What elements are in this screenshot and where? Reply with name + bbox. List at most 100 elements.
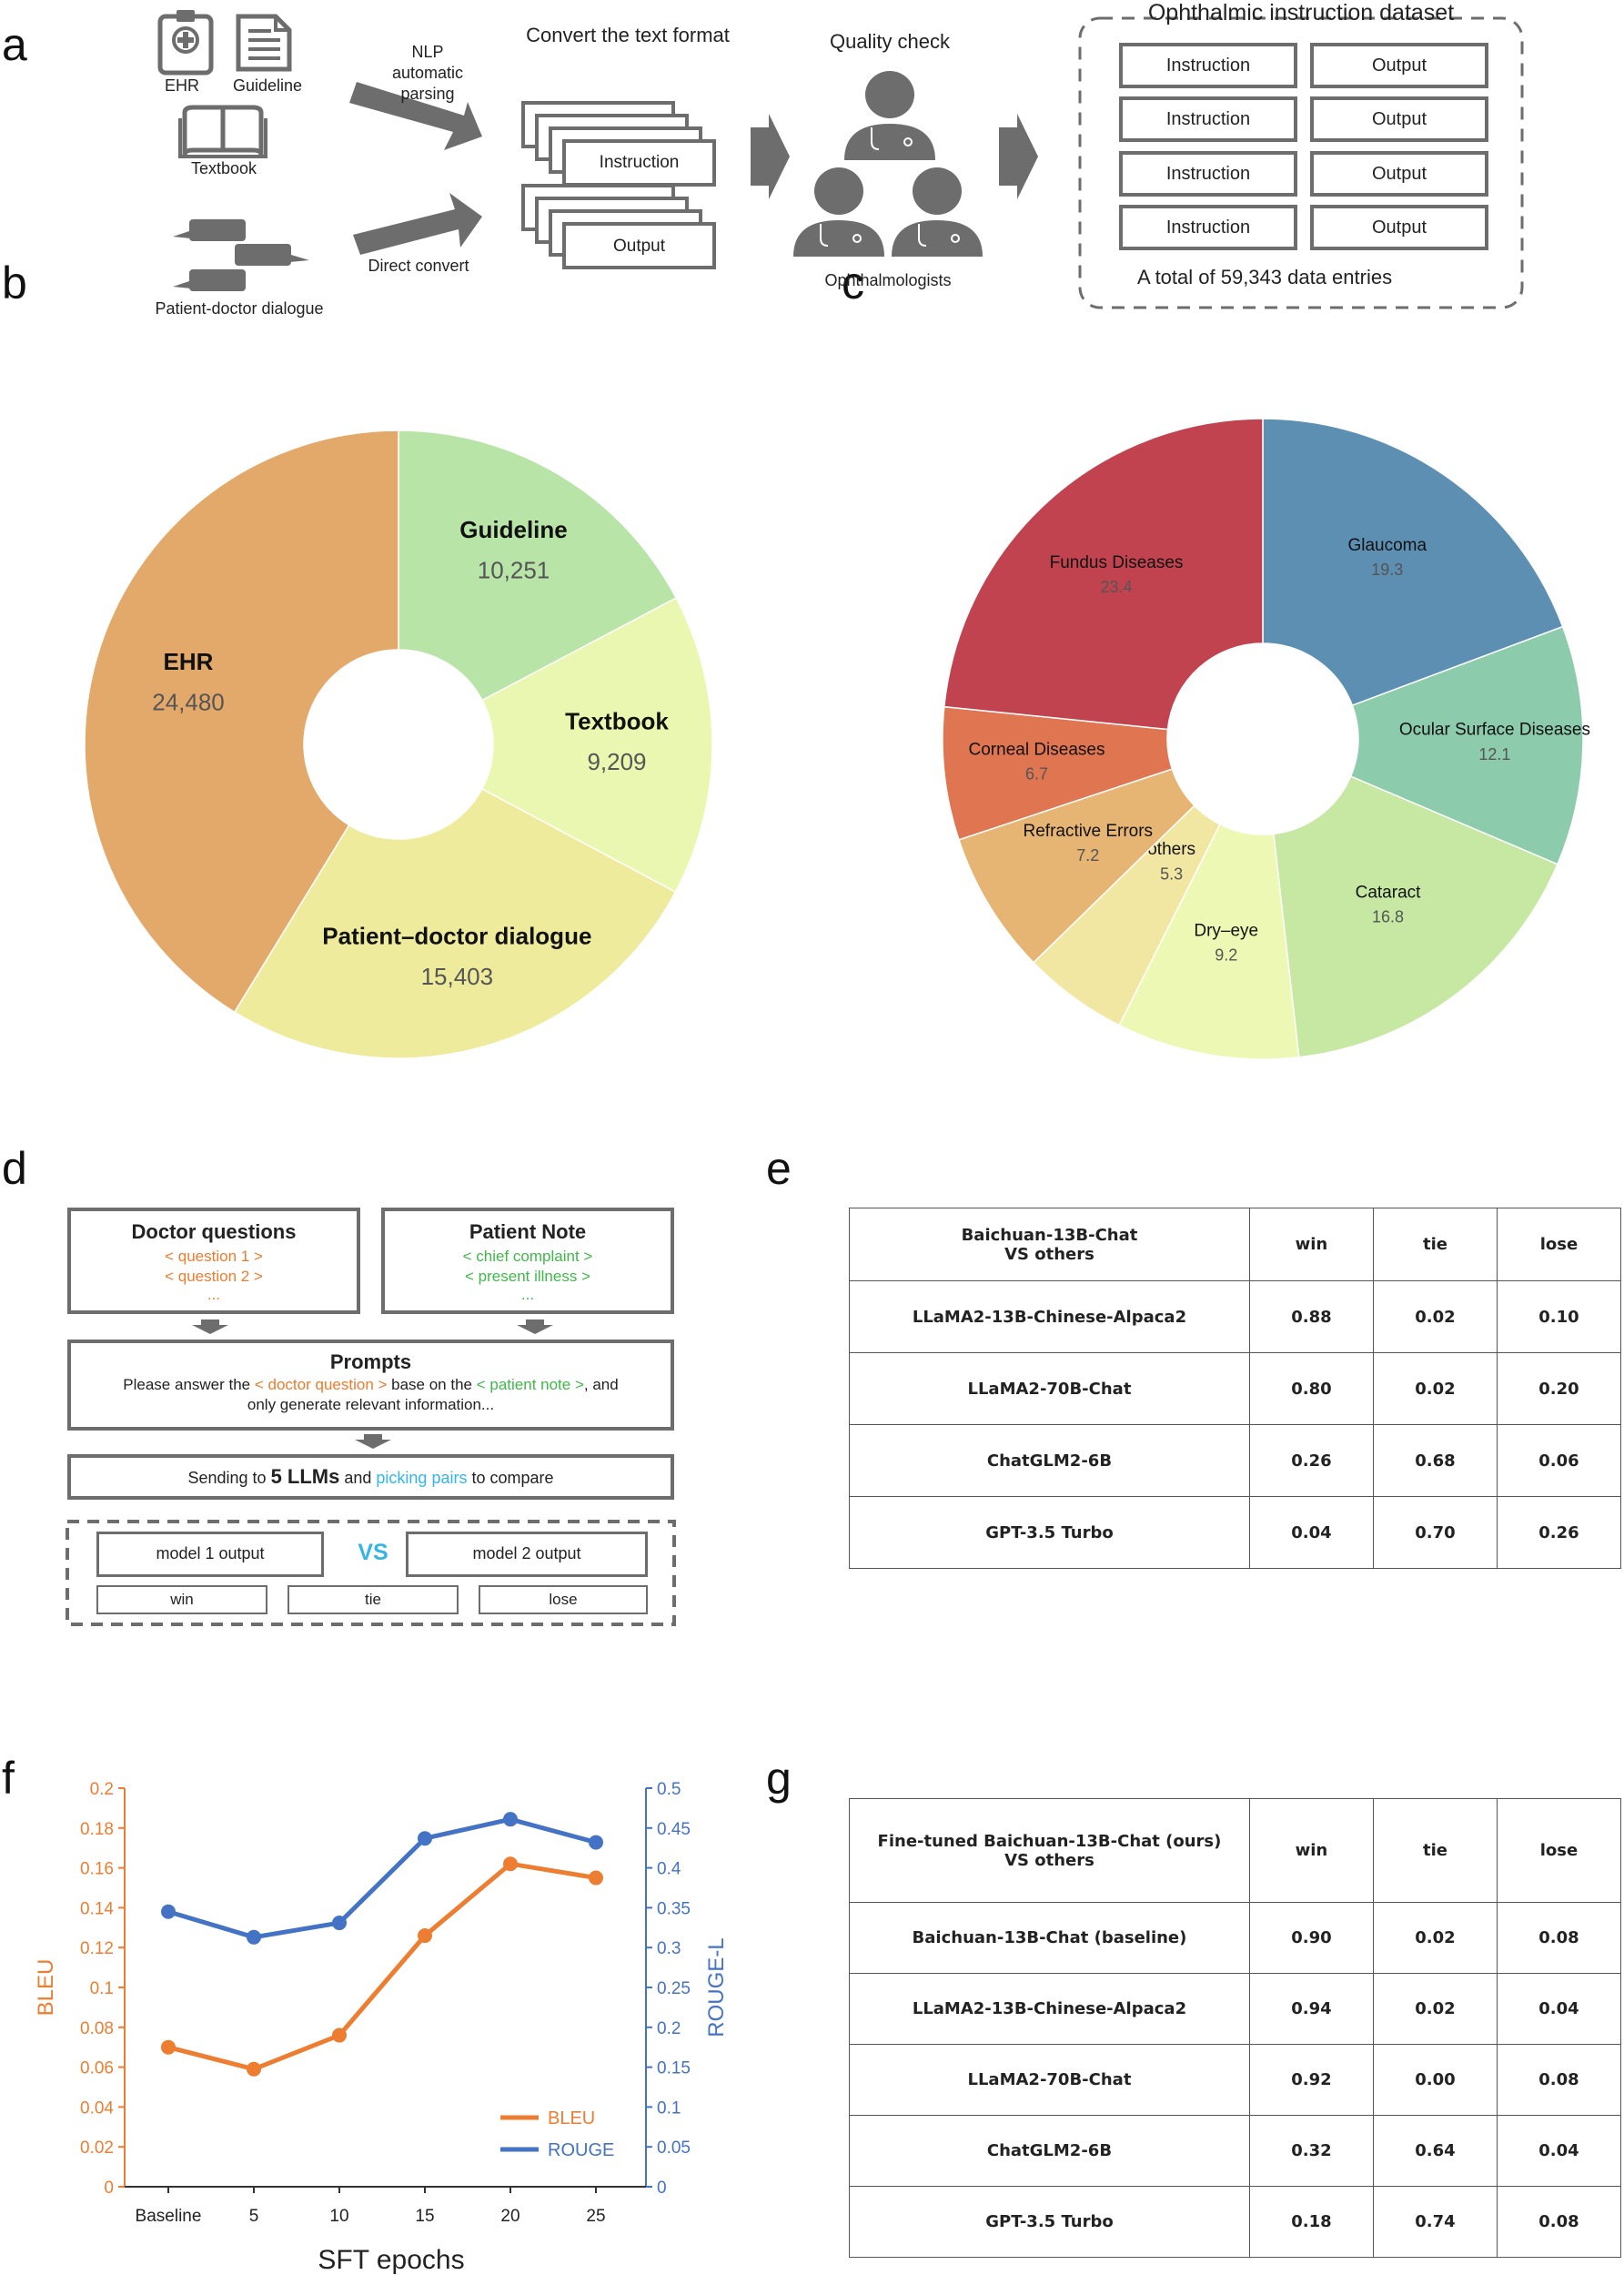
value-textbook: 9,209 bbox=[587, 748, 646, 775]
doctor-questions-title: Doctor questions bbox=[131, 1220, 297, 1243]
table-e-win: 0.04 bbox=[1248, 1496, 1374, 1569]
tie-box: tie bbox=[287, 1585, 459, 1614]
left-tick-label: 0.08 bbox=[80, 2019, 114, 2038]
table-g-win: 0.18 bbox=[1248, 2186, 1374, 2258]
lose-box: lose bbox=[479, 1585, 648, 1614]
patient-present-illness: < present illness > bbox=[465, 1268, 590, 1285]
dataset-output-1: Output bbox=[1310, 43, 1488, 88]
panel-label-g: g bbox=[766, 1753, 792, 1804]
point-bleu bbox=[503, 1856, 518, 1872]
point-bleu bbox=[161, 2039, 176, 2055]
left-tick-label: 0 bbox=[104, 2179, 114, 2198]
table-g-row: LLaMA2-70B-Chat 0.92 0.00 0.08 bbox=[849, 2044, 1622, 2116]
prompt-doctor-question: < doctor question > bbox=[254, 1376, 388, 1393]
legend-label-rouge: ROUGE bbox=[548, 2140, 614, 2160]
panel-a: EHR Guideline Textbook Patient-doctor di… bbox=[0, 0, 1624, 328]
right-axis-title: ROUGE-L bbox=[704, 1937, 728, 2037]
point-rouge bbox=[589, 1835, 603, 1850]
left-tick-label: 0.02 bbox=[80, 2138, 114, 2158]
left-tick-label: 0.1 bbox=[90, 1979, 114, 1998]
table-g-header-row: Fine-tuned Baichuan-13B-Chat (ours) VS ot… bbox=[849, 1798, 1622, 1903]
model-2-output-box: model 2 output bbox=[406, 1532, 648, 1577]
dataset-instruction-4: Instruction bbox=[1119, 205, 1297, 250]
label-ehr: EHR bbox=[164, 648, 214, 675]
panel-label-b: b bbox=[2, 258, 27, 308]
table-g-model: Baichuan-13B-Chat (baseline) bbox=[849, 1902, 1250, 1974]
arrow-nlp-parsing bbox=[349, 82, 482, 150]
point-rouge bbox=[332, 1916, 347, 1931]
table-g-row: Baichuan-13B-Chat (baseline) 0.90 0.02 0… bbox=[849, 1902, 1622, 1974]
table-g-header-lose: lose bbox=[1496, 1798, 1622, 1903]
right-tick-label: 0.2 bbox=[657, 2019, 681, 2038]
block-arrow-2 bbox=[999, 114, 1038, 199]
label-dry-eye: Dry–eye bbox=[1194, 921, 1258, 940]
left-tick-label: 0.18 bbox=[80, 1820, 114, 1839]
table-e-model: LLaMA2-70B-Chat bbox=[849, 1352, 1250, 1425]
source-guideline-label: Guideline bbox=[232, 76, 303, 95]
panel-label-a: a bbox=[2, 19, 27, 70]
model-1-output-box: model 1 output bbox=[96, 1532, 324, 1577]
value-corneal-diseases: 6.7 bbox=[1025, 765, 1048, 784]
slice-guideline bbox=[398, 430, 678, 702]
panel-d-arrows bbox=[66, 1320, 676, 1626]
prompts-line-2: only generate relevant information... bbox=[247, 1396, 495, 1413]
x-tick-label: 5 bbox=[249, 2207, 259, 2226]
table-e-lose: 0.10 bbox=[1496, 1280, 1622, 1353]
stacked-instruction-boxes bbox=[521, 101, 716, 187]
table-g-row: LLaMA2-13B-Chinese-Alpaca2 0.94 0.02 0.0… bbox=[849, 1973, 1622, 2045]
send-text-1: Sending to bbox=[187, 1469, 271, 1487]
value-dry-eye: 9.2 bbox=[1215, 946, 1237, 965]
source-textbook-label: Textbook bbox=[190, 159, 257, 177]
panel-label-e: e bbox=[766, 1143, 792, 1194]
table-e-row: LLaMA2-13B-Chinese-Alpaca2 0.88 0.02 0.1… bbox=[849, 1280, 1622, 1353]
table-e-win: 0.26 bbox=[1248, 1424, 1374, 1497]
send-text-3: to compare bbox=[467, 1469, 554, 1487]
stacked-instruction-label: Instruction bbox=[599, 153, 680, 172]
prompt-patient-note: < patient note > bbox=[476, 1376, 584, 1393]
panel-label-f: f bbox=[2, 1753, 15, 1804]
value-patient-doctor-dialogue: 15,403 bbox=[421, 963, 494, 990]
patient-note-box: Patient Note < chief complaint > < prese… bbox=[381, 1208, 674, 1314]
comparison-dashed-box bbox=[66, 1520, 676, 1626]
block-arrow-1 bbox=[751, 114, 790, 199]
sending-box: Sending to 5 LLMs and picking pairs to c… bbox=[67, 1454, 674, 1500]
point-bleu bbox=[332, 2027, 347, 2043]
down-arrow-left bbox=[192, 1320, 228, 1334]
value-ehr: 24,480 bbox=[152, 688, 225, 715]
table-e-win: 0.88 bbox=[1248, 1280, 1374, 1353]
table-g-lose: 0.04 bbox=[1496, 1973, 1622, 2045]
patient-note-title: Patient Note bbox=[469, 1220, 587, 1243]
left-tick-label: 0.16 bbox=[80, 1860, 114, 1879]
table-e-row: GPT-3.5 Turbo 0.04 0.70 0.26 bbox=[849, 1496, 1622, 1569]
right-tick-label: 0.4 bbox=[657, 1860, 681, 1879]
right-tick-label: 0.1 bbox=[657, 2098, 681, 2118]
dataset-title: Ophthalmic instruction dataset bbox=[1147, 0, 1455, 25]
down-arrow-center bbox=[355, 1434, 391, 1449]
doctor-icon-right bbox=[892, 167, 983, 257]
point-bleu bbox=[247, 2061, 261, 2077]
point-rouge bbox=[161, 1904, 176, 1919]
nlp-parsing-label: NLP automatic parsing bbox=[382, 42, 473, 105]
table-g-row: GPT-3.5 Turbo 0.18 0.74 0.08 bbox=[849, 2186, 1622, 2258]
table-g-tie: 0.00 bbox=[1372, 2044, 1498, 2116]
slice-textbook bbox=[480, 597, 713, 894]
table-g-model: ChatGLM2-6B bbox=[849, 2115, 1250, 2187]
label-corneal-diseases: Corneal Diseases bbox=[969, 740, 1105, 759]
dataset-instruction-1: Instruction bbox=[1119, 43, 1297, 88]
table-e-header-line-2: VS others bbox=[1004, 1244, 1094, 1264]
point-bleu bbox=[589, 1870, 603, 1886]
right-tick-label: 0.15 bbox=[657, 2059, 691, 2078]
dataset-instruction-2: Instruction bbox=[1119, 96, 1297, 142]
left-tick-label: 0.14 bbox=[80, 1899, 114, 1918]
table-g-header-line-1: Fine-tuned Baichuan-13B-Chat (ours) bbox=[877, 1831, 1222, 1851]
series-line-bleu bbox=[167, 1861, 597, 2072]
right-tick-label: 0.05 bbox=[657, 2138, 691, 2158]
arrow-direct-convert bbox=[353, 193, 482, 255]
table-g-header-tie: tie bbox=[1372, 1798, 1498, 1903]
patient-note-ellipsis: ... bbox=[520, 1286, 535, 1303]
table-g: Fine-tuned Baichuan-13B-Chat (ours) VS ot… bbox=[849, 1798, 1622, 2258]
dialogue-bubbles-icon bbox=[173, 219, 309, 291]
table-e-header-win: win bbox=[1248, 1208, 1374, 1281]
prompt-text-3: , and bbox=[583, 1376, 619, 1393]
textbook-book-icon bbox=[178, 105, 267, 158]
